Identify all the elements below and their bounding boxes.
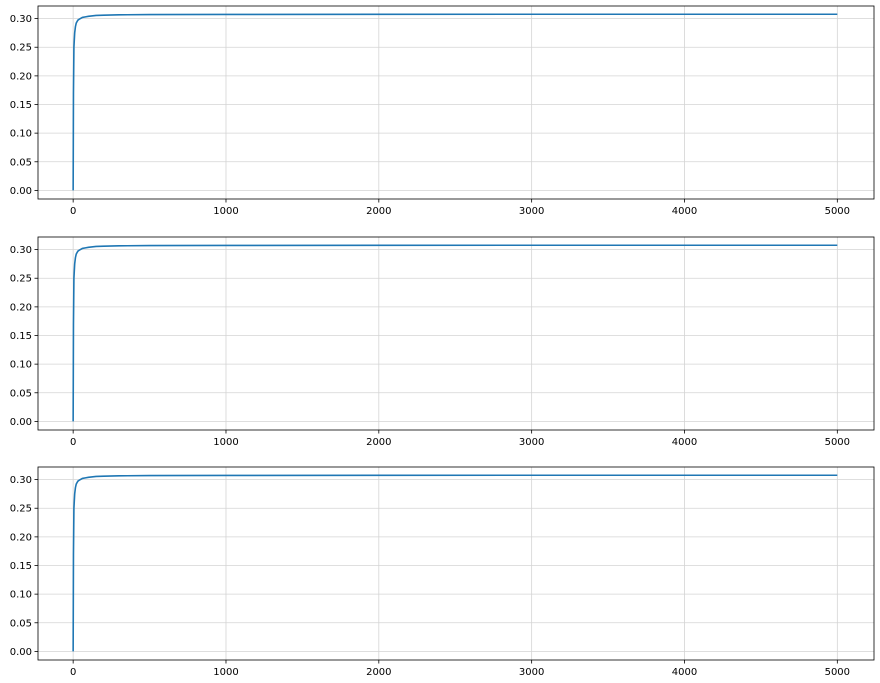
- y-tick-label: 0.30: [10, 245, 32, 256]
- series-line: [72, 244, 838, 422]
- x-tick-label: 5000: [825, 667, 850, 678]
- x-tick-label: 4000: [672, 437, 697, 448]
- y-tick-label: 0.25: [10, 43, 32, 54]
- y-tick-label: 0.00: [10, 647, 32, 658]
- y-tick-label: 0.15: [10, 561, 32, 572]
- x-tick-label: 1000: [213, 437, 238, 448]
- x-tick-label: 4000: [672, 206, 697, 217]
- axes-frame: [37, 236, 875, 431]
- x-tick-label: 5000: [825, 206, 850, 217]
- y-tick-label: 0.05: [10, 618, 32, 629]
- subplot-3: 0 1000 2000 3000 4000 5000 0.00 0.05 0.10 0.15 0.2…: [10, 466, 875, 678]
- y-tick-label: 0.15: [10, 100, 32, 111]
- x-tick-label: 3000: [519, 206, 544, 217]
- axes-frame: [37, 466, 875, 661]
- y-tick-label: 0.10: [10, 129, 32, 140]
- x-tick-label: 1000: [213, 206, 238, 217]
- series-line: [72, 474, 838, 652]
- x-tick-label: 0: [70, 206, 76, 217]
- x-tick-label: 2000: [366, 437, 391, 448]
- subplot-1: 0 1000 2000 3000 4000 5000 0.00 0.05 0.10 0.15 0.2…: [10, 5, 875, 217]
- y-tick-label: 0.30: [10, 475, 32, 486]
- x-tick-label: 0: [70, 437, 76, 448]
- y-tick-label: 0.30: [10, 14, 32, 25]
- x-tick-label: 2000: [366, 206, 391, 217]
- y-tick-label: 0.00: [10, 417, 32, 428]
- x-tick-label: 2000: [366, 667, 391, 678]
- x-tick-label: 4000: [672, 667, 697, 678]
- x-tick-label: 3000: [519, 667, 544, 678]
- y-tick-label: 0.25: [10, 504, 32, 515]
- y-tick-label: 0.05: [10, 157, 32, 168]
- x-tick-label: 3000: [519, 437, 544, 448]
- y-tick-label: 0.00: [10, 186, 32, 197]
- x-tick-label: 5000: [825, 437, 850, 448]
- series-line: [72, 13, 838, 191]
- y-tick-label: 0.20: [10, 71, 32, 82]
- y-tick-label: 0.10: [10, 360, 32, 371]
- y-tick-label: 0.20: [10, 302, 32, 313]
- y-tick-label: 0.25: [10, 274, 32, 285]
- y-tick-label: 0.20: [10, 532, 32, 543]
- x-tick-label: 1000: [213, 667, 238, 678]
- y-tick-label: 0.15: [10, 331, 32, 342]
- y-tick-label: 0.10: [10, 590, 32, 601]
- y-tick-label: 0.05: [10, 388, 32, 399]
- subplot-2: 0 1000 2000 3000 4000 5000 0.00 0.05 0.10 0.15 0.2…: [10, 236, 875, 448]
- x-tick-label: 0: [70, 667, 76, 678]
- axes-frame: [37, 5, 875, 200]
